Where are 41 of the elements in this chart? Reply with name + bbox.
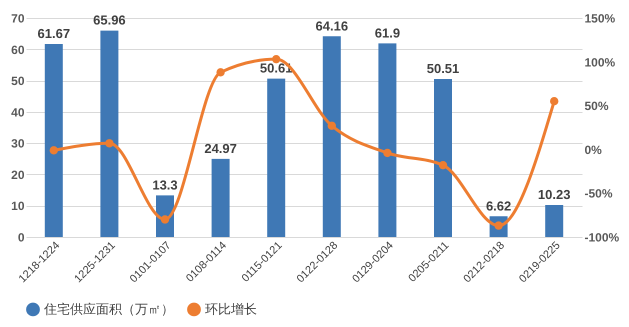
point xyxy=(328,122,336,130)
point xyxy=(160,215,170,224)
bar xyxy=(44,44,63,237)
data-label: 13.3 xyxy=(152,177,178,192)
legend-label: 环比增长 xyxy=(205,301,257,316)
bar xyxy=(100,30,118,237)
data-label: 6.62 xyxy=(486,198,512,214)
data-label: 64.16 xyxy=(316,18,348,34)
bar xyxy=(434,78,452,237)
y-tick-label: 70 xyxy=(11,12,25,26)
y-tick-label: 60 xyxy=(11,42,25,57)
data-label: 65.96 xyxy=(93,12,126,28)
y2-tick-label: -50% xyxy=(584,186,613,201)
y2-tick-label: -100% xyxy=(584,230,620,244)
bar xyxy=(212,158,230,237)
y-tick-label: 50 xyxy=(11,74,25,88)
bar xyxy=(267,78,286,237)
y-tick-label: 10 xyxy=(11,199,25,214)
y-tick-label: 30 xyxy=(11,136,25,151)
point xyxy=(438,160,448,170)
data-label: 24.97 xyxy=(204,140,237,156)
y2-tick-label: 150% xyxy=(584,12,616,26)
point xyxy=(383,148,392,158)
data-label: 61.9 xyxy=(374,25,400,40)
bar xyxy=(322,36,341,237)
legend-label: 住宅供应面积（万㎡） xyxy=(43,301,174,316)
bar xyxy=(545,204,564,237)
point xyxy=(216,68,225,76)
data-label: 61.67 xyxy=(38,26,70,42)
data-label: 50.51 xyxy=(426,60,460,76)
y2-tick-label: 50% xyxy=(584,99,609,114)
y-tick-label: 40 xyxy=(11,105,25,120)
point xyxy=(50,146,58,154)
y-tick-label: 20 xyxy=(11,168,25,182)
data-label: 10.23 xyxy=(538,186,570,202)
point xyxy=(105,139,114,148)
y2-tick-label: 0% xyxy=(584,142,602,157)
y2-tick-label: 100% xyxy=(584,55,616,70)
bar xyxy=(378,43,396,237)
y-tick-label: 0 xyxy=(18,230,25,244)
point xyxy=(550,97,558,106)
